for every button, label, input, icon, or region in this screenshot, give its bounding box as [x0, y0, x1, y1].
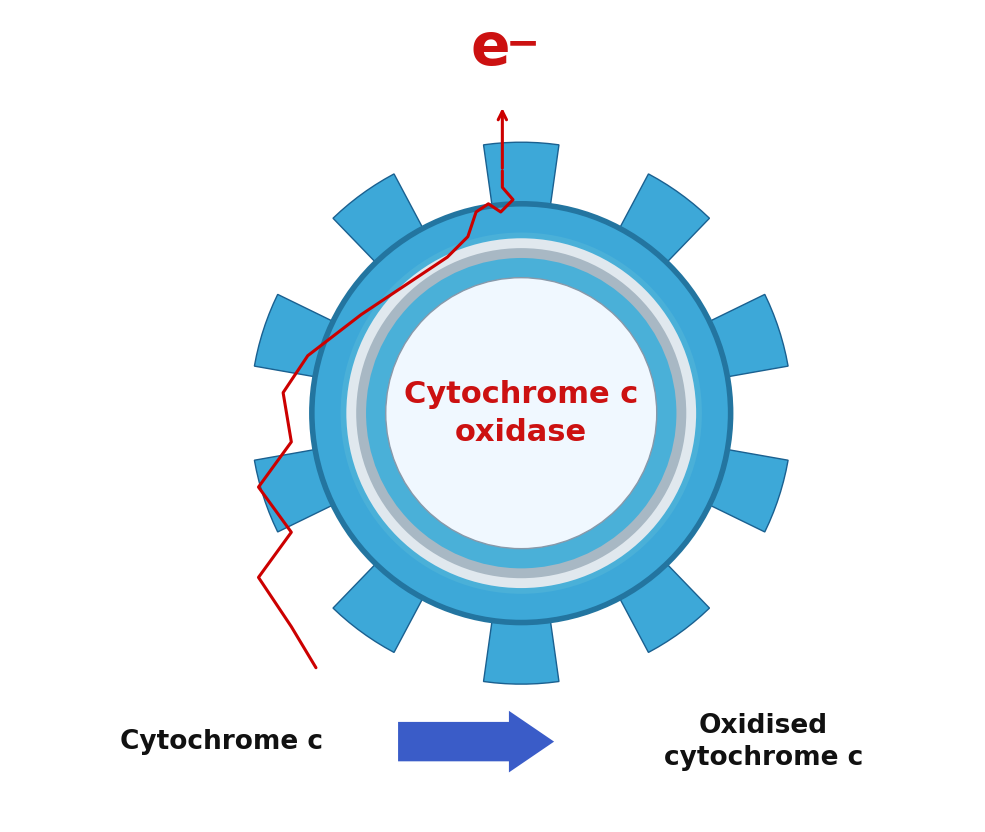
- Circle shape: [366, 258, 677, 568]
- Circle shape: [341, 232, 702, 594]
- Circle shape: [347, 238, 696, 588]
- Text: e: e: [470, 19, 510, 77]
- Polygon shape: [254, 142, 788, 684]
- Circle shape: [386, 278, 657, 548]
- Text: −: −: [505, 24, 540, 64]
- Circle shape: [357, 248, 687, 578]
- Text: Cytochrome c: Cytochrome c: [120, 729, 323, 755]
- FancyArrow shape: [398, 711, 555, 772]
- Text: Oxidised
cytochrome c: Oxidised cytochrome c: [664, 713, 863, 770]
- Text: Cytochrome c
oxidase: Cytochrome c oxidase: [404, 379, 638, 447]
